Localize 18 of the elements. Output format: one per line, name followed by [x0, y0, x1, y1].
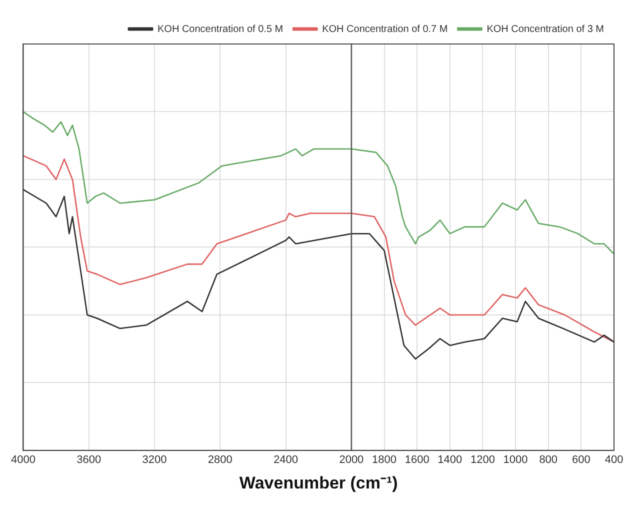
x-tick-label: 1800 — [372, 454, 396, 466]
x-tick-label: 400 — [604, 454, 624, 466]
x-axis-title: Wavenumber (cm⁻¹) — [239, 473, 398, 492]
x-tick-label: 2800 — [208, 454, 232, 466]
x-tick-label: 800 — [539, 454, 558, 466]
x-tick-label: 3600 — [76, 454, 102, 466]
legend-label: KOH Concentration of 0.5 M — [157, 24, 284, 35]
x-tick-label: 1200 — [470, 454, 495, 466]
x-tick-label: 1000 — [503, 454, 528, 466]
x-tick-label: 1400 — [438, 454, 462, 466]
x-tick-label: 2400 — [274, 454, 298, 466]
x-tick-label: 2000 — [339, 454, 364, 466]
legend-label: KOH Concentration of 3 M — [486, 24, 604, 35]
x-tick-label: 1600 — [404, 454, 430, 466]
legend-label: KOH Concentration of 0.7 M — [322, 24, 448, 35]
x-tick-label: 4000 — [10, 454, 36, 466]
x-tick-label: 3200 — [142, 454, 167, 466]
x-tick-label: 600 — [572, 454, 590, 466]
